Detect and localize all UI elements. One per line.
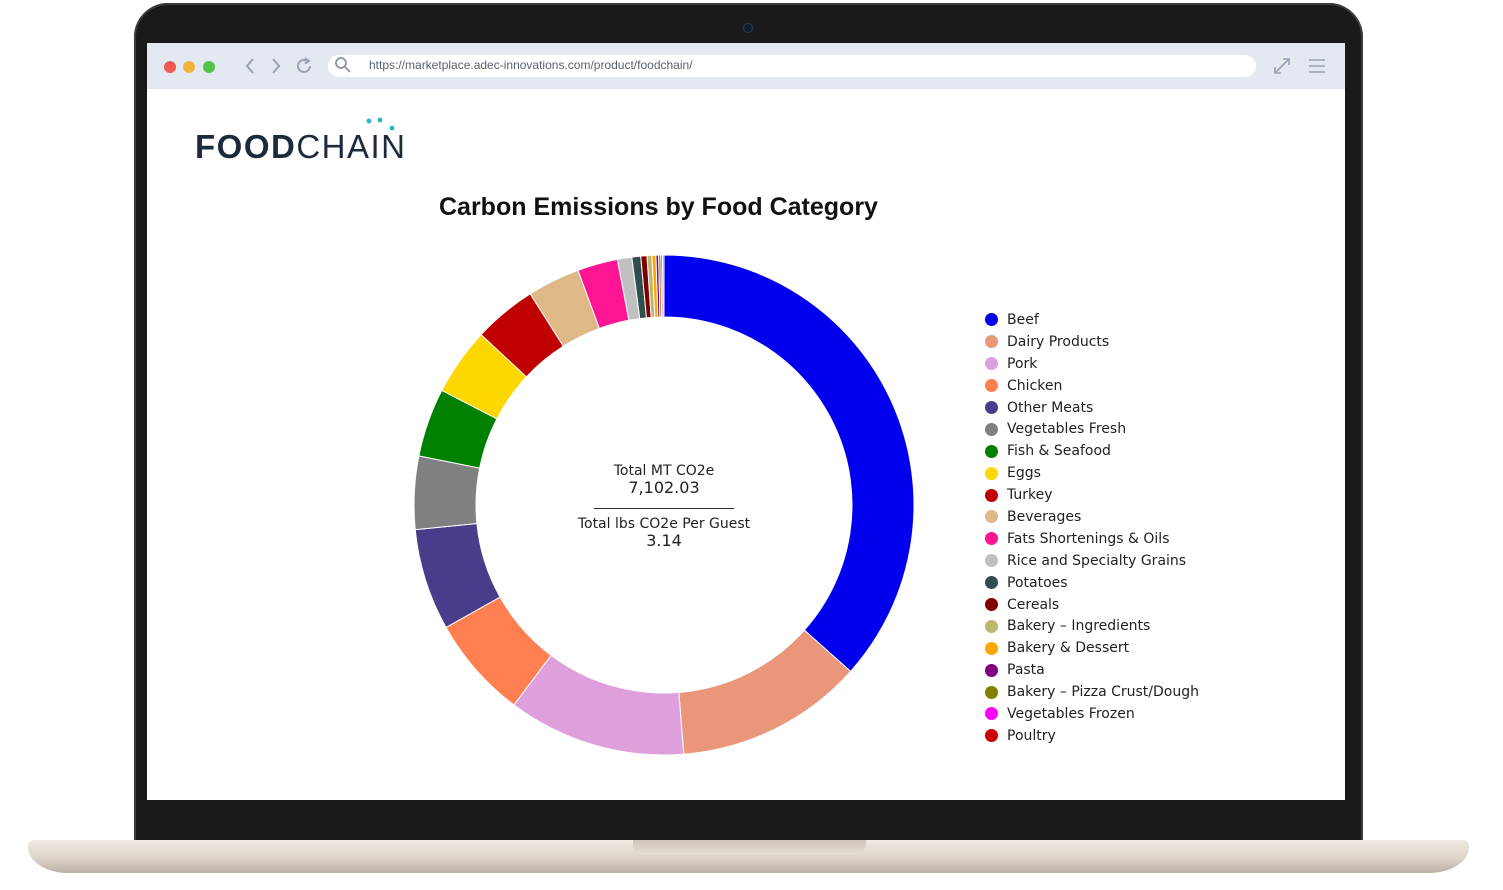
legend-swatch-icon xyxy=(985,335,998,349)
legend-item[interactable]: Eggs xyxy=(985,462,1199,484)
donut-slice-poultry[interactable] xyxy=(662,254,665,318)
legend-swatch-icon xyxy=(985,729,998,743)
legend-item[interactable]: Potatoes xyxy=(985,572,1199,594)
legend-item[interactable]: Fish & Seafood xyxy=(985,440,1199,462)
legend-label: Fats Shortenings & Oils xyxy=(1007,530,1170,547)
legend-swatch-icon xyxy=(985,576,998,590)
legend-label: Rice and Specialty Grains xyxy=(1007,552,1187,569)
legend-label: Cereals xyxy=(1007,596,1060,613)
logo-dots-icon xyxy=(366,117,395,131)
donut-slice-dairy-products[interactable] xyxy=(678,629,852,755)
legend-item[interactable]: Pork xyxy=(985,353,1199,375)
legend-label: Bakery – Pizza Crust/Dough xyxy=(1007,684,1199,701)
back-icon[interactable] xyxy=(245,58,255,74)
legend-item[interactable]: Dairy Products xyxy=(985,331,1199,353)
legend-item[interactable]: Bakery – Ingredients xyxy=(985,615,1199,637)
donut-center-summary: Total MT CO2e 7,102.03 Total lbs CO2e Pe… xyxy=(564,463,764,549)
legend-swatch-icon xyxy=(985,466,998,480)
legend-item[interactable]: Rice and Specialty Grains xyxy=(985,550,1199,572)
total-mt-label: Total MT CO2e xyxy=(613,463,715,479)
forward-icon[interactable] xyxy=(271,58,281,74)
browser-toolbar: https://marketplace.adec-innovations.com… xyxy=(147,43,1345,89)
legend-item[interactable]: Cereals xyxy=(985,594,1199,616)
legend-swatch-icon xyxy=(985,401,998,414)
browser-window: https://marketplace.adec-innovations.com… xyxy=(147,43,1345,800)
legend-swatch-icon xyxy=(985,641,998,655)
legend-label: Fish & Seafood xyxy=(1007,443,1111,460)
legend-item[interactable]: Vegetables Frozen xyxy=(985,703,1199,725)
legend-label: Eggs xyxy=(1007,465,1041,482)
legend-label: Chicken xyxy=(1007,377,1063,394)
legend-label: Pasta xyxy=(1007,662,1045,679)
legend-swatch-icon xyxy=(985,422,998,436)
donut-slice-vegetables-fresh[interactable] xyxy=(413,455,481,531)
legend-label: Other Meats xyxy=(1007,399,1094,416)
legend-swatch-icon xyxy=(985,379,998,393)
search-icon xyxy=(335,57,351,73)
legend-swatch-icon xyxy=(985,707,998,721)
legend-label: Poultry xyxy=(1007,727,1056,744)
foodchain-logo: FOODCHAIN xyxy=(195,128,407,165)
legend-item[interactable]: Beef xyxy=(985,309,1199,331)
legend-swatch-icon xyxy=(985,554,998,568)
legend-label: Potatoes xyxy=(1007,574,1068,591)
chart-legend: Beef Dairy Products Pork Chicken Other Meats… xyxy=(985,309,1199,747)
legend-item[interactable]: Bakery – Pizza Crust/Dough xyxy=(985,681,1199,703)
legend-swatch-icon xyxy=(985,598,998,612)
chart-title: Carbon Emissions by Food Category xyxy=(439,193,878,221)
donut-slice-beef[interactable] xyxy=(663,254,915,673)
legend-label: Bakery & Dessert xyxy=(1007,640,1130,657)
legend-item[interactable]: Vegetables Fresh xyxy=(985,418,1199,440)
legend-label: Vegetables Frozen xyxy=(1007,705,1135,722)
maximize-window-button[interactable] xyxy=(203,61,215,73)
legend-item[interactable]: Fats Shortenings & Oils xyxy=(985,528,1199,550)
legend-swatch-icon xyxy=(985,357,998,371)
legend-label: Dairy Products xyxy=(1007,333,1110,350)
address-bar-url: https://marketplace.adec-innovations.com… xyxy=(369,58,693,72)
expand-icon[interactable] xyxy=(1273,57,1291,75)
legend-item[interactable]: Beverages xyxy=(985,506,1199,528)
legend-swatch-icon xyxy=(985,663,998,677)
legend-item[interactable]: Pasta xyxy=(985,659,1199,681)
per-guest-value: 3.14 xyxy=(646,531,682,550)
legend-swatch-icon xyxy=(985,510,998,524)
legend-swatch-icon xyxy=(985,619,998,633)
legend-swatch-icon xyxy=(985,532,998,546)
legend-label: Bakery – Ingredients xyxy=(1007,618,1151,635)
legend-item[interactable]: Poultry xyxy=(985,725,1199,747)
center-divider xyxy=(594,508,734,509)
donut-chart xyxy=(413,254,915,756)
per-guest-label: Total lbs CO2e Per Guest xyxy=(577,516,751,532)
total-mt-value: 7,102.03 xyxy=(628,478,700,497)
legend-item[interactable]: Other Meats xyxy=(985,397,1199,419)
legend-swatch-icon xyxy=(985,313,998,327)
legend-swatch-icon xyxy=(985,444,998,458)
legend-item[interactable]: Bakery & Dessert xyxy=(985,637,1199,659)
legend-item[interactable]: Chicken xyxy=(985,375,1199,397)
legend-label: Beef xyxy=(1007,311,1039,328)
legend-label: Turkey xyxy=(1007,487,1053,504)
legend-label: Pork xyxy=(1007,355,1038,372)
close-window-button[interactable] xyxy=(164,61,176,73)
reload-icon[interactable] xyxy=(294,56,314,76)
address-bar[interactable]: https://marketplace.adec-innovations.com… xyxy=(328,55,1256,77)
laptop-notch xyxy=(633,840,866,855)
menu-icon[interactable] xyxy=(1307,58,1327,74)
camera-icon xyxy=(744,24,752,32)
legend-label: Beverages xyxy=(1007,508,1082,525)
legend-swatch-icon xyxy=(985,685,998,699)
legend-swatch-icon xyxy=(985,488,998,502)
legend-item[interactable]: Turkey xyxy=(985,484,1199,506)
minimize-window-button[interactable] xyxy=(183,61,195,73)
legend-label: Vegetables Fresh xyxy=(1007,421,1127,438)
